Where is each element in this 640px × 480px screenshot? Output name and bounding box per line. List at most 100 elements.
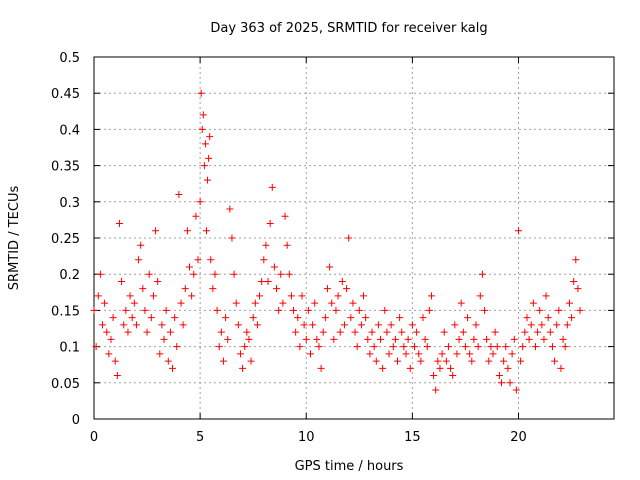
data-point — [353, 343, 361, 351]
data-point — [561, 343, 569, 351]
data-point — [202, 227, 210, 235]
data-point — [247, 357, 255, 365]
data-point — [351, 328, 359, 336]
x-tick-label: 5 — [196, 430, 204, 445]
data-point — [370, 343, 378, 351]
data-point — [557, 364, 565, 372]
data-point — [508, 350, 516, 358]
data-point — [188, 292, 196, 300]
data-point — [525, 335, 533, 343]
data-point — [179, 321, 187, 329]
data-point — [239, 364, 247, 372]
data-point — [147, 314, 155, 322]
data-point — [241, 343, 249, 351]
data-point — [451, 321, 459, 329]
data-point — [572, 256, 580, 264]
data-point — [186, 263, 194, 271]
data-point — [245, 335, 253, 343]
data-point — [536, 306, 544, 314]
x-tick-label: 10 — [298, 430, 315, 445]
data-point — [519, 343, 527, 351]
data-point — [410, 343, 418, 351]
data-point — [529, 299, 537, 307]
data-point — [177, 299, 185, 307]
data-point — [222, 314, 230, 322]
data-point — [135, 256, 143, 264]
data-point — [400, 343, 408, 351]
data-point — [230, 270, 238, 278]
data-point — [553, 321, 561, 329]
data-point — [546, 328, 554, 336]
data-point — [201, 140, 209, 148]
data-point — [555, 306, 563, 314]
data-point — [389, 343, 397, 351]
data-point — [306, 350, 314, 358]
data-point — [317, 364, 325, 372]
data-point — [343, 285, 351, 293]
data-point — [521, 328, 529, 336]
data-point — [290, 306, 298, 314]
data-point — [275, 306, 283, 314]
data-point — [357, 321, 365, 329]
data-point — [368, 328, 376, 336]
data-point — [514, 227, 522, 235]
data-point — [111, 357, 119, 365]
data-point — [204, 176, 212, 184]
data-point — [478, 270, 486, 278]
data-point — [105, 350, 113, 358]
data-point — [440, 328, 448, 336]
data-point — [143, 328, 151, 336]
data-point — [258, 277, 266, 285]
data-point — [485, 357, 493, 365]
data-point — [207, 256, 215, 264]
data-point — [249, 314, 257, 322]
data-point — [432, 386, 440, 394]
data-point — [338, 277, 346, 285]
data-point — [468, 357, 476, 365]
data-point — [294, 314, 302, 322]
data-point — [542, 292, 550, 300]
y-tick-label: 0.4 — [59, 123, 80, 138]
data-point — [336, 328, 344, 336]
data-point — [444, 343, 452, 351]
data-point — [421, 335, 429, 343]
data-point — [442, 357, 450, 365]
data-point — [559, 335, 567, 343]
data-point — [217, 328, 225, 336]
data-point — [455, 335, 463, 343]
data-point — [315, 343, 323, 351]
data-point — [483, 335, 491, 343]
data-point — [273, 285, 281, 293]
y-tick-label: 0.05 — [51, 377, 80, 392]
data-point — [126, 292, 134, 300]
data-point — [152, 227, 160, 235]
data-point — [568, 314, 576, 322]
x-tick-label: 20 — [510, 430, 527, 445]
data-point — [141, 306, 149, 314]
data-point — [394, 357, 402, 365]
data-point — [453, 350, 461, 358]
data-point — [279, 299, 287, 307]
data-point — [234, 321, 242, 329]
data-point — [360, 292, 368, 300]
data-point — [383, 328, 391, 336]
data-point — [323, 285, 331, 293]
data-point — [232, 299, 240, 307]
data-point — [96, 270, 104, 278]
data-point — [332, 306, 340, 314]
data-point — [196, 198, 204, 206]
data-point — [491, 328, 499, 336]
data-point — [166, 328, 174, 336]
data-point — [415, 350, 423, 358]
data-point — [251, 299, 259, 307]
data-point — [192, 212, 200, 220]
data-point — [309, 321, 317, 329]
data-point — [449, 372, 457, 380]
y-tick-label: 0.1 — [59, 341, 80, 356]
data-point — [302, 335, 310, 343]
data-points — [90, 89, 584, 394]
data-point — [531, 343, 539, 351]
data-point — [430, 372, 438, 380]
data-point — [349, 299, 357, 307]
